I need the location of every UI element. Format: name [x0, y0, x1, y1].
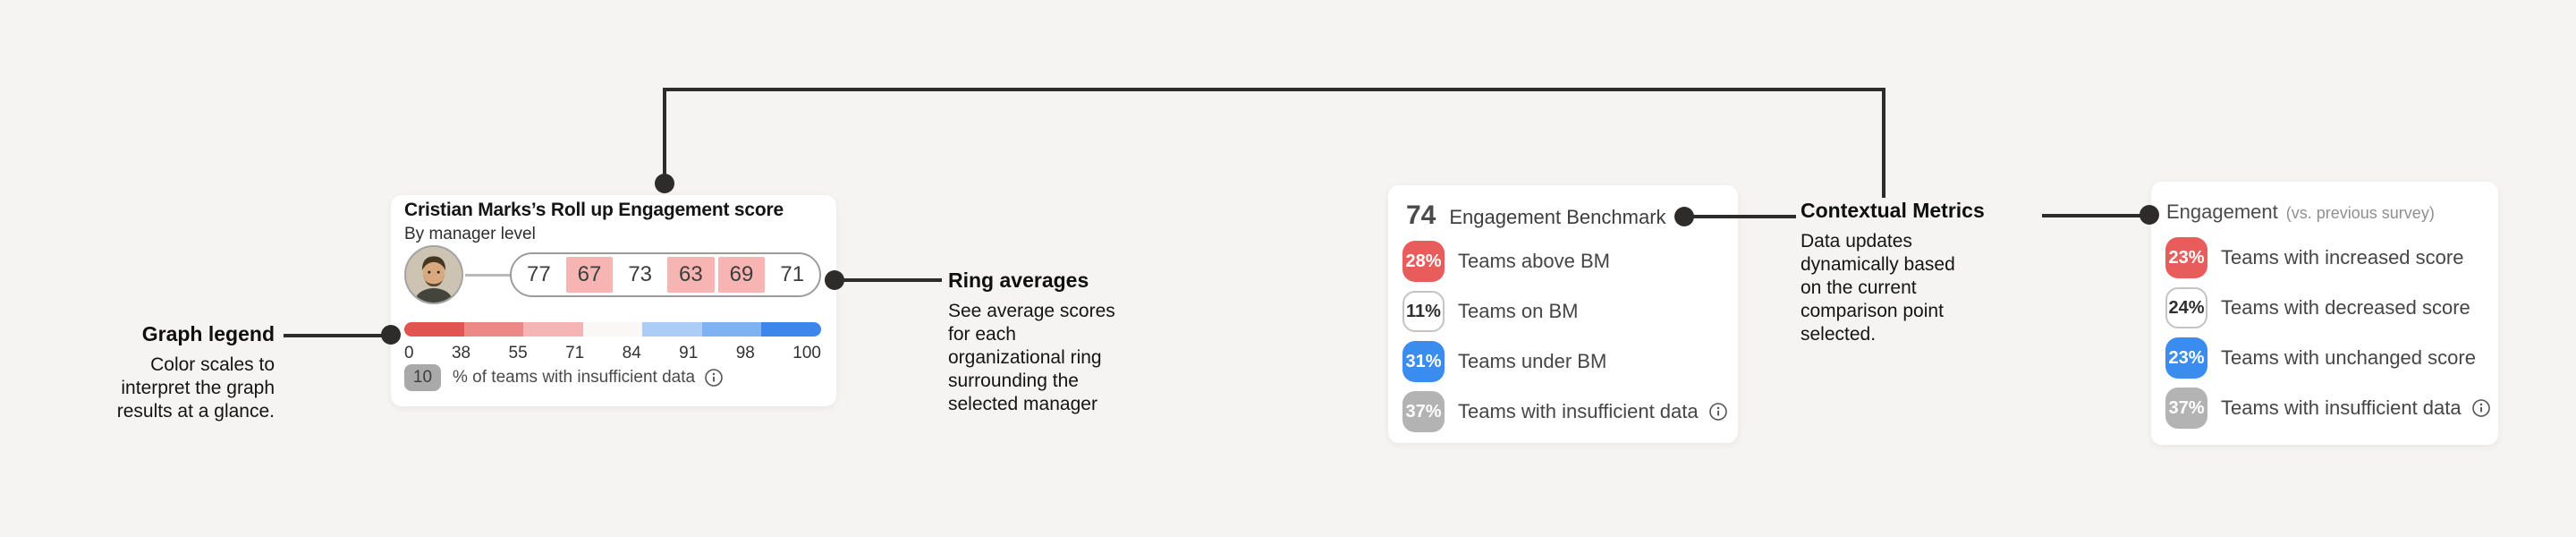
color-scale-segment: [701, 322, 762, 337]
manager-avatar: [404, 245, 463, 304]
ring-average-value: 71: [768, 257, 817, 293]
avatar-illustration: [406, 247, 462, 303]
insufficient-data-label: % of teams with insufficient data: [453, 368, 724, 388]
color-scale-segment: [761, 322, 821, 337]
metric-row: 23% Teams with unchanged score: [2165, 337, 2491, 379]
metric-row: 37% Teams with insufficient data: [1402, 391, 1728, 432]
top-connector-line: [663, 88, 1885, 198]
color-scale-segment: [463, 322, 524, 337]
scale-tick: 84: [622, 344, 641, 362]
benchmark-header: 74 Engagement Benchmark: [1406, 200, 1666, 231]
metric-label: Teams with insufficient data: [2221, 396, 2491, 420]
comparison-subtitle: (vs. previous survey): [2285, 204, 2435, 222]
comparison-rows: 23% Teams with increased score 24% Teams…: [2165, 237, 2491, 429]
metric-row: 11% Teams on BM: [1402, 291, 1728, 332]
connector-dot: [655, 174, 674, 193]
scale-tick: 98: [735, 344, 755, 362]
color-scale-segment: [404, 322, 464, 337]
callout-ring-averages-title: Ring averages: [948, 268, 1089, 292]
color-scale-bar: [404, 322, 821, 337]
benchmark-title: Engagement Benchmark: [1449, 206, 1666, 228]
ring-average-value: 73: [616, 257, 665, 293]
scale-tick: 38: [451, 344, 471, 362]
scale-tick: 91: [679, 344, 699, 362]
rollup-score-card: Cristian Marks’s Roll up Engagement scor…: [391, 195, 836, 406]
ring-average-value: 69: [717, 257, 766, 293]
callout-contextual-metrics-title: Contextual Metrics: [1801, 199, 1985, 222]
insufficient-data-badge: 10: [404, 364, 441, 391]
avatar-to-rings-connector: [465, 274, 510, 277]
metric-badge: 28%: [1402, 241, 1445, 282]
callout-contextual-metrics-body: Data updates dynamically based on the cu…: [1801, 231, 1955, 345]
insufficient-data-row: 10 % of teams with insufficient data: [404, 364, 724, 391]
callout-contextual-metrics: Contextual Metrics Data updates dynamica…: [1801, 199, 1985, 346]
callout-ring-averages-body: See average scores for each organization…: [948, 301, 1115, 414]
ring-average-value: 63: [667, 257, 715, 293]
metric-badge: 24%: [2165, 287, 2207, 328]
metric-label: Teams with increased score: [2221, 246, 2464, 268]
rollup-card-subtitle: By manager level: [404, 225, 536, 243]
info-icon[interactable]: [704, 368, 724, 388]
callout-graph-legend: Graph legend Color scales to interpret t…: [96, 322, 275, 423]
engagement-comparison-card: Engagement (vs. previous survey) 23% Tea…: [2151, 182, 2498, 445]
scale-tick: 0: [404, 344, 414, 362]
metric-label: Teams on BM: [1458, 300, 1579, 322]
info-icon[interactable]: [1708, 402, 1728, 422]
callout-graph-legend-body: Color scales to interpret the graph resu…: [116, 354, 275, 422]
metric-row: 23% Teams with increased score: [2165, 237, 2491, 278]
engagement-benchmark-card: 74 Engagement Benchmark 28% Teams above …: [1388, 185, 1738, 443]
scale-tick: 55: [508, 344, 528, 362]
comparison-header: Engagement (vs. previous survey): [2166, 200, 2435, 224]
metric-badge: 37%: [2165, 388, 2207, 429]
metric-row: 28% Teams above BM: [1402, 241, 1728, 282]
scale-tick: 100: [792, 344, 821, 362]
metric-label: Teams with unchanged score: [2221, 346, 2476, 369]
metric-badge: 37%: [1402, 391, 1445, 432]
metric-badge: 31%: [1402, 341, 1445, 382]
ring-average-value: 67: [565, 257, 614, 293]
benchmark-rows: 28% Teams above BM 11% Teams on BM 31% T…: [1402, 241, 1728, 432]
metric-label: Teams above BM: [1458, 250, 1610, 272]
metric-label: Teams with decreased score: [2221, 296, 2470, 319]
metric-label: Teams with insufficient data: [1458, 400, 1728, 423]
metric-badge: 23%: [2165, 337, 2207, 379]
ring-averages-pill: 77 67 73 63 69 71: [510, 252, 821, 297]
metric-row: 31% Teams under BM: [1402, 341, 1728, 382]
callout-ring-averages: Ring averages See average scores for eac…: [948, 268, 1127, 416]
metric-row: 24% Teams with decreased score: [2165, 287, 2491, 328]
metric-badge: 11%: [1402, 291, 1445, 332]
benchmark-score: 74: [1406, 200, 1436, 230]
comparison-title: Engagement: [2166, 200, 2278, 223]
info-icon[interactable]: [2471, 398, 2491, 418]
callout-graph-legend-title: Graph legend: [141, 322, 275, 345]
metric-row: 37% Teams with insufficient data: [2165, 388, 2491, 429]
rollup-card-title: Cristian Marks’s Roll up Engagement scor…: [404, 200, 784, 220]
color-scale-segment: [582, 322, 643, 337]
scale-tick: 71: [565, 344, 585, 362]
color-scale-segment: [523, 322, 583, 337]
color-scale-tick-labels: 0 38 55 71 84 91 98 100: [404, 344, 821, 363]
metric-label: Teams under BM: [1458, 350, 1607, 372]
ring-average-value: 77: [515, 257, 563, 293]
metric-badge: 23%: [2165, 237, 2207, 278]
color-scale-segment: [642, 322, 702, 337]
